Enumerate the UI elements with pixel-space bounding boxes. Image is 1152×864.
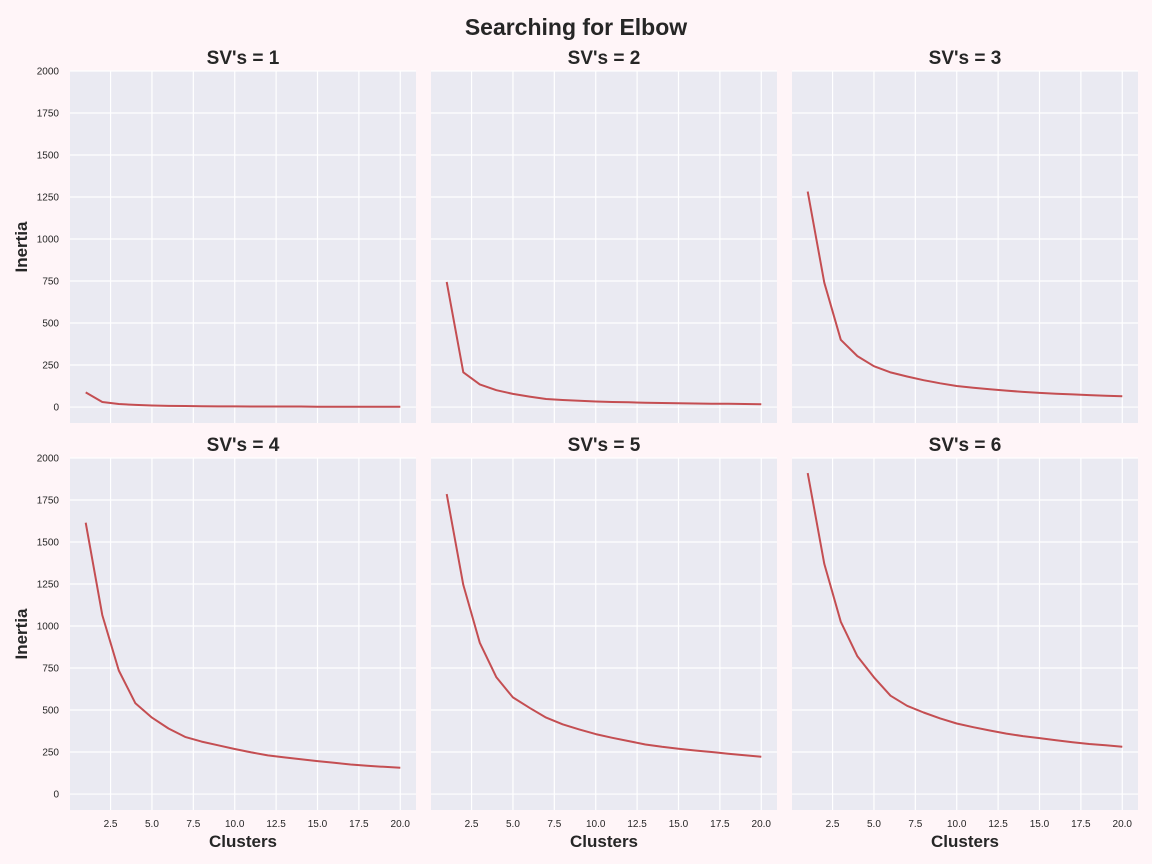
x-tick-label: 7.5 <box>908 819 922 830</box>
x-tick-label: 10.0 <box>225 819 245 830</box>
y-tick-label: 0 <box>53 790 59 801</box>
y-tick-label: 1250 <box>37 580 60 591</box>
y-tick-label: 1250 <box>37 193 60 204</box>
inertia-series-line <box>84 522 401 769</box>
x-tick-label: 17.5 <box>1071 819 1091 830</box>
x-tick-label: 2.5 <box>104 819 118 830</box>
x-tick-label: 5.0 <box>145 819 159 830</box>
x-tick-label: 15.0 <box>1030 819 1050 830</box>
y-tick-label: 2000 <box>37 454 60 465</box>
x-tick-label: 15.0 <box>669 819 689 830</box>
x-tick-label: 5.0 <box>506 819 520 830</box>
plot-area <box>431 71 777 423</box>
plot-area <box>431 458 777 810</box>
y-tick-label: 1500 <box>37 151 60 162</box>
y-tick-label: 1750 <box>37 496 60 507</box>
x-tick-label: 10.0 <box>947 819 967 830</box>
inertia-series-line <box>85 391 401 408</box>
x-axis-label: Clusters <box>931 832 999 851</box>
y-tick-label: 500 <box>42 319 59 330</box>
x-tick-label: 10.0 <box>586 819 606 830</box>
y-tick-label: 1500 <box>37 538 60 549</box>
plot-area <box>70 458 416 810</box>
subplot-6: SV's = 6 2.5 5.0 7.5 10.0 12.5 15.0 17.5 20.0 Clu… <box>792 435 1138 851</box>
x-axis-label: Clusters <box>209 832 277 851</box>
y-tick-label: 1000 <box>37 622 60 633</box>
subplot-1: SV's = 1 0 250 500 750 1000 1250 1500 1750 2000 In… <box>12 48 416 423</box>
x-tick-label: 5.0 <box>867 819 881 830</box>
x-tick-label: 17.5 <box>710 819 730 830</box>
inertia-series-line <box>445 493 762 758</box>
figure-title: Searching for Elbow <box>465 14 687 40</box>
x-tick-label: 20.0 <box>391 819 411 830</box>
x-tick-label: 12.5 <box>266 819 286 830</box>
subplot-title: SV's = 6 <box>929 435 1002 456</box>
inertia-series-line <box>806 472 1123 748</box>
subplot-3: SV's = 3 <box>792 48 1138 423</box>
subplot-5: SV's = 5 2.5 5.0 7.5 10.0 12.5 15.0 17.5 20.0 Clu… <box>431 435 777 851</box>
x-axis-label: Clusters <box>570 832 638 851</box>
y-tick-label: 1750 <box>37 109 60 120</box>
x-tick-label: 20.0 <box>1113 819 1133 830</box>
x-tick-label: 17.5 <box>349 819 369 830</box>
subplot-title: SV's = 2 <box>568 48 641 69</box>
plot-area <box>792 458 1138 810</box>
subplot-title: SV's = 5 <box>568 435 641 456</box>
x-tick-label: 12.5 <box>988 819 1008 830</box>
inertia-series-line <box>445 281 762 406</box>
x-tick-label: 2.5 <box>826 819 840 830</box>
y-tick-label: 1000 <box>37 235 60 246</box>
x-tick-label: 7.5 <box>186 819 200 830</box>
subplot-title: SV's = 1 <box>207 48 280 69</box>
y-tick-label: 250 <box>42 361 59 372</box>
x-tick-label: 7.5 <box>547 819 561 830</box>
y-tick-label: 2000 <box>37 67 60 78</box>
x-tick-label: 20.0 <box>752 819 772 830</box>
subplot-2: SV's = 2 <box>431 48 777 423</box>
x-tick-label: 2.5 <box>465 819 479 830</box>
y-axis-label: Inertia <box>12 221 31 273</box>
y-tick-label: 750 <box>42 277 59 288</box>
subplot-title: SV's = 4 <box>207 435 280 456</box>
y-tick-label: 500 <box>42 706 59 717</box>
y-tick-label: 250 <box>42 748 59 759</box>
inertia-series-line <box>806 191 1123 398</box>
x-tick-label: 12.5 <box>627 819 647 830</box>
plot-area <box>70 71 416 423</box>
x-tick-label: 15.0 <box>308 819 328 830</box>
y-tick-label: 0 <box>53 403 59 414</box>
y-axis-label: Inertia <box>12 608 31 660</box>
subplot-title: SV's = 3 <box>929 48 1002 69</box>
plot-area <box>792 71 1138 423</box>
y-tick-label: 750 <box>42 664 59 675</box>
subplot-4: SV's = 4 0 250 500 750 1000 1250 1500 1750 2000 In… <box>12 435 416 851</box>
